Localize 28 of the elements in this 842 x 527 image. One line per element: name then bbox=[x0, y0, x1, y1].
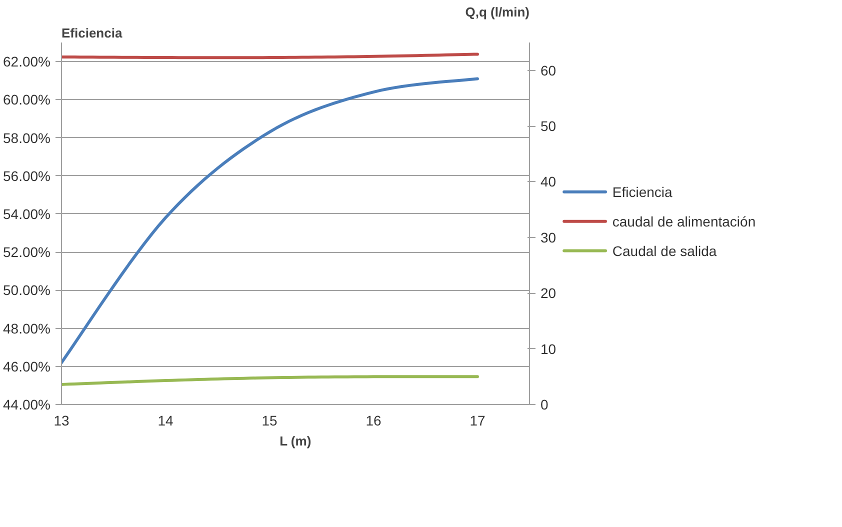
y-tick-label: 62.00% bbox=[3, 54, 50, 70]
x-axis-title: L (m) bbox=[280, 434, 312, 448]
y2-tick-label: 50 bbox=[540, 118, 556, 134]
y2-tick-label: 10 bbox=[540, 340, 556, 357]
y-tick-label: 50.00% bbox=[3, 282, 50, 298]
y-tick-label: 52.00% bbox=[3, 244, 50, 260]
y2-tick-label: 30 bbox=[540, 229, 556, 246]
y2-tick-label: 60 bbox=[540, 62, 556, 78]
y2-tick-label: 40 bbox=[540, 174, 556, 190]
legend-label: Eficiencia bbox=[612, 184, 673, 200]
y-axis-title: Eficiencia bbox=[62, 26, 123, 40]
x-tick-label: 17 bbox=[470, 412, 486, 428]
y-tick-label: 60.00% bbox=[3, 92, 50, 108]
legend-label: Caudal de salida bbox=[612, 242, 717, 259]
y-tick-label: 46.00% bbox=[3, 358, 50, 374]
y-tick-label: 56.00% bbox=[3, 168, 50, 184]
x-tick-label: 13 bbox=[54, 412, 70, 428]
y-tick-label: 54.00% bbox=[3, 206, 50, 222]
x-tick-label: 16 bbox=[366, 412, 382, 428]
y2-tick-label: 20 bbox=[540, 285, 556, 302]
y-tick-label: 58.00% bbox=[3, 130, 50, 146]
y-tick-label: 48.00% bbox=[3, 320, 50, 336]
x-tick-label: 14 bbox=[158, 412, 174, 428]
y-tick-label: 44.00% bbox=[3, 396, 50, 412]
y2-tick-label: 0 bbox=[540, 396, 548, 412]
legend-label: caudal de alimentación bbox=[612, 213, 756, 230]
y2-axis-title: Q,q (l/min) bbox=[465, 4, 530, 20]
x-tick-label: 15 bbox=[262, 412, 278, 428]
